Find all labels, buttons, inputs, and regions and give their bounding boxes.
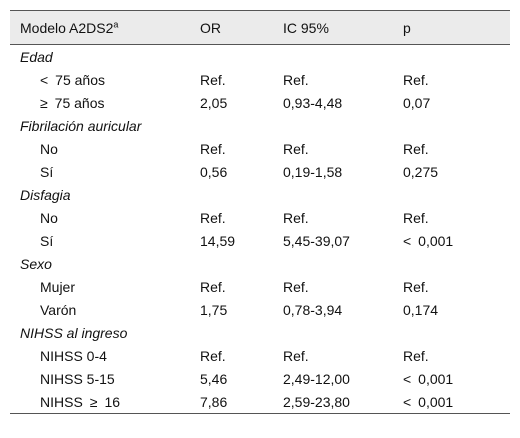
row-label: Varón (40, 301, 77, 318)
ic-value: Ref. (283, 209, 309, 226)
table-row: < 75 años Ref. Ref. Ref. (10, 68, 510, 91)
or-value: 5,46 (200, 370, 228, 387)
table-row: Varón 1,75 0,78-3,94 0,174 (10, 298, 510, 321)
group-row: Fibrilación auricular (10, 114, 510, 137)
or-value: 7,86 (190, 390, 273, 414)
group-label: Edad (20, 48, 53, 65)
header-model-footnote: a (113, 18, 119, 29)
table-row: ≥ 75 años 2,05 0,93-4,48 0,07 (10, 91, 510, 114)
ic-value: Ref. (283, 140, 309, 157)
ic-value: 2,49-12,00 (283, 370, 350, 387)
table-row: No Ref. Ref. Ref. (10, 206, 510, 229)
header-model: Modelo A2DS2a (10, 10, 190, 45)
group-row: Disfagia (10, 183, 510, 206)
p-value: Ref. (403, 347, 429, 364)
header-ic: IC 95% (273, 10, 393, 45)
or-value: 0,56 (200, 163, 228, 180)
table-row: NIHSS 5-15 5,46 2,49-12,00 < 0,001 (10, 367, 510, 390)
row-label: No (40, 140, 58, 157)
group-label: NIHSS al ingreso (20, 324, 128, 341)
row-label: ≥ 75 años (40, 94, 105, 111)
or-value: 2,05 (200, 94, 228, 111)
or-value: 14,59 (200, 232, 236, 249)
row-label: No (40, 209, 58, 226)
ic-value: 5,45-39,07 (283, 232, 350, 249)
table-row: NIHSS ≥ 16 7,86 2,59-23,80 < 0,001 (10, 390, 510, 414)
or-value: Ref. (200, 347, 226, 364)
group-label: Disfagia (20, 186, 71, 203)
or-value: Ref. (200, 140, 226, 157)
header-or: OR (190, 10, 273, 45)
or-value: Ref. (200, 71, 226, 88)
group-label: Fibrilación auricular (20, 117, 142, 134)
group-label: Sexo (20, 255, 52, 272)
table-row: NIHSS 0-4 Ref. Ref. Ref. (10, 344, 510, 367)
p-value: Ref. (403, 71, 429, 88)
group-row: NIHSS al ingreso (10, 321, 510, 344)
group-row: Edad (10, 45, 510, 69)
or-value: Ref. (200, 278, 226, 295)
p-value: 0,174 (403, 301, 439, 318)
ic-value: 0,78-3,94 (283, 301, 343, 318)
p-value: < 0,001 (403, 232, 454, 249)
group-row: Sexo (10, 252, 510, 275)
ic-value: Ref. (283, 278, 309, 295)
header-model-label: Modelo A2DS2 (20, 19, 114, 36)
p-value: < 0,001 (403, 370, 454, 387)
row-label: < 75 años (40, 71, 105, 88)
table-body: Edad < 75 años Ref. Ref. Ref. ≥ 75 años 2,05 0,… (10, 45, 510, 414)
table-header: Modelo A2DS2a OR IC 95% p (10, 10, 510, 45)
header-p: p (393, 10, 510, 45)
table-row: Mujer Ref. Ref. Ref. (10, 275, 510, 298)
row-label: Sí (40, 163, 54, 180)
header-row: Modelo A2DS2a OR IC 95% p (10, 10, 510, 45)
ic-value: Ref. (283, 347, 309, 364)
or-value: 1,75 (200, 301, 228, 318)
row-label: NIHSS ≥ 16 (10, 390, 190, 414)
p-value: Ref. (403, 209, 429, 226)
ic-value: 0,93-4,48 (283, 94, 343, 111)
results-table-container: Modelo A2DS2a OR IC 95% p Edad < 75 años R… (10, 10, 510, 414)
ic-value: 2,59-23,80 (273, 390, 393, 414)
p-value: Ref. (403, 278, 429, 295)
results-table: Modelo A2DS2a OR IC 95% p Edad < 75 años R… (10, 10, 510, 414)
ic-value: Ref. (283, 71, 309, 88)
p-value: Ref. (403, 140, 429, 157)
row-label: NIHSS 5-15 (40, 370, 115, 387)
p-value: 0,275 (403, 163, 439, 180)
row-label: Mujer (40, 278, 76, 295)
row-label: Sí (40, 232, 54, 249)
p-value: 0,07 (403, 94, 431, 111)
p-value: < 0,001 (393, 390, 510, 414)
or-value: Ref. (200, 209, 226, 226)
row-label: NIHSS 0-4 (40, 347, 107, 364)
table-row: Sí 0,56 0,19-1,58 0,275 (10, 160, 510, 183)
ic-value: 0,19-1,58 (283, 163, 343, 180)
table-row: No Ref. Ref. Ref. (10, 137, 510, 160)
table-row: Sí 14,59 5,45-39,07 < 0,001 (10, 229, 510, 252)
